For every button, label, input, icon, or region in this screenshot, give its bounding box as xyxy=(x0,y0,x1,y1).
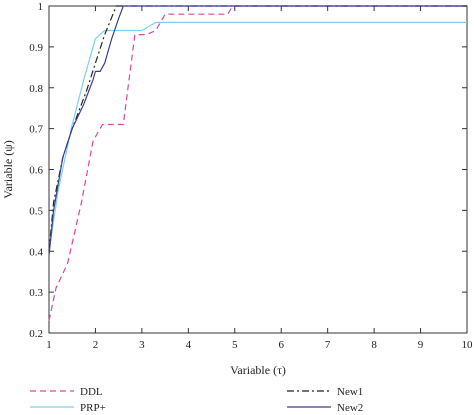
y-tick-label: 0.7 xyxy=(29,124,43,136)
y-tick-label: 0.9 xyxy=(29,42,43,54)
y-axis-label: Variable (ψ) xyxy=(1,140,15,198)
x-tick-label: 5 xyxy=(232,339,238,351)
series-line-prp xyxy=(48,21,467,252)
series-line-new1 xyxy=(48,5,467,252)
legend-label: New2 xyxy=(337,402,363,414)
legend-label: DDL xyxy=(80,386,103,398)
y-tick-label: 0.5 xyxy=(29,205,43,217)
y-tick-label: 1 xyxy=(38,1,44,13)
x-tick-label: 10 xyxy=(462,339,474,351)
series-layer xyxy=(48,5,467,321)
x-tick-label: 6 xyxy=(278,339,284,351)
legend-item: New2 xyxy=(287,402,363,414)
x-tick-label: 1 xyxy=(46,339,52,351)
y-tick-label: 0.4 xyxy=(29,246,43,258)
x-tick-label: 8 xyxy=(371,339,377,351)
x-tick-label: 3 xyxy=(139,339,145,351)
y-tick-label: 0.3 xyxy=(29,287,43,299)
axes-layer: 1 2 3 4 5 6 7 8 9 10 0.2 0.3 0.4 0.5 0.6 0.7 0.8 0.9 1 xyxy=(29,1,473,351)
series-line-new2 xyxy=(48,5,467,256)
legend-label: New1 xyxy=(337,386,363,398)
legend-label: PRP+ xyxy=(80,402,106,414)
legend-item: PRP+ xyxy=(30,402,106,414)
x-tick-label: 7 xyxy=(325,339,331,351)
series-line-ddl xyxy=(48,5,467,321)
x-tick-label: 9 xyxy=(418,339,424,351)
legend: DDL New1 PRP+ New2 xyxy=(30,386,363,414)
legend-item: New1 xyxy=(287,386,363,398)
plot-area xyxy=(48,5,468,334)
y-tick-label: 0.6 xyxy=(29,165,43,177)
y-tick-label: 0.2 xyxy=(29,328,43,340)
plot-frame xyxy=(48,5,468,334)
x-tick-label: 4 xyxy=(186,339,192,351)
y-tick-label: 0.8 xyxy=(29,83,43,95)
legend-item: DDL xyxy=(30,386,103,398)
x-axis-label: Variable (τ) xyxy=(230,363,286,377)
x-tick-label: 2 xyxy=(93,339,99,351)
